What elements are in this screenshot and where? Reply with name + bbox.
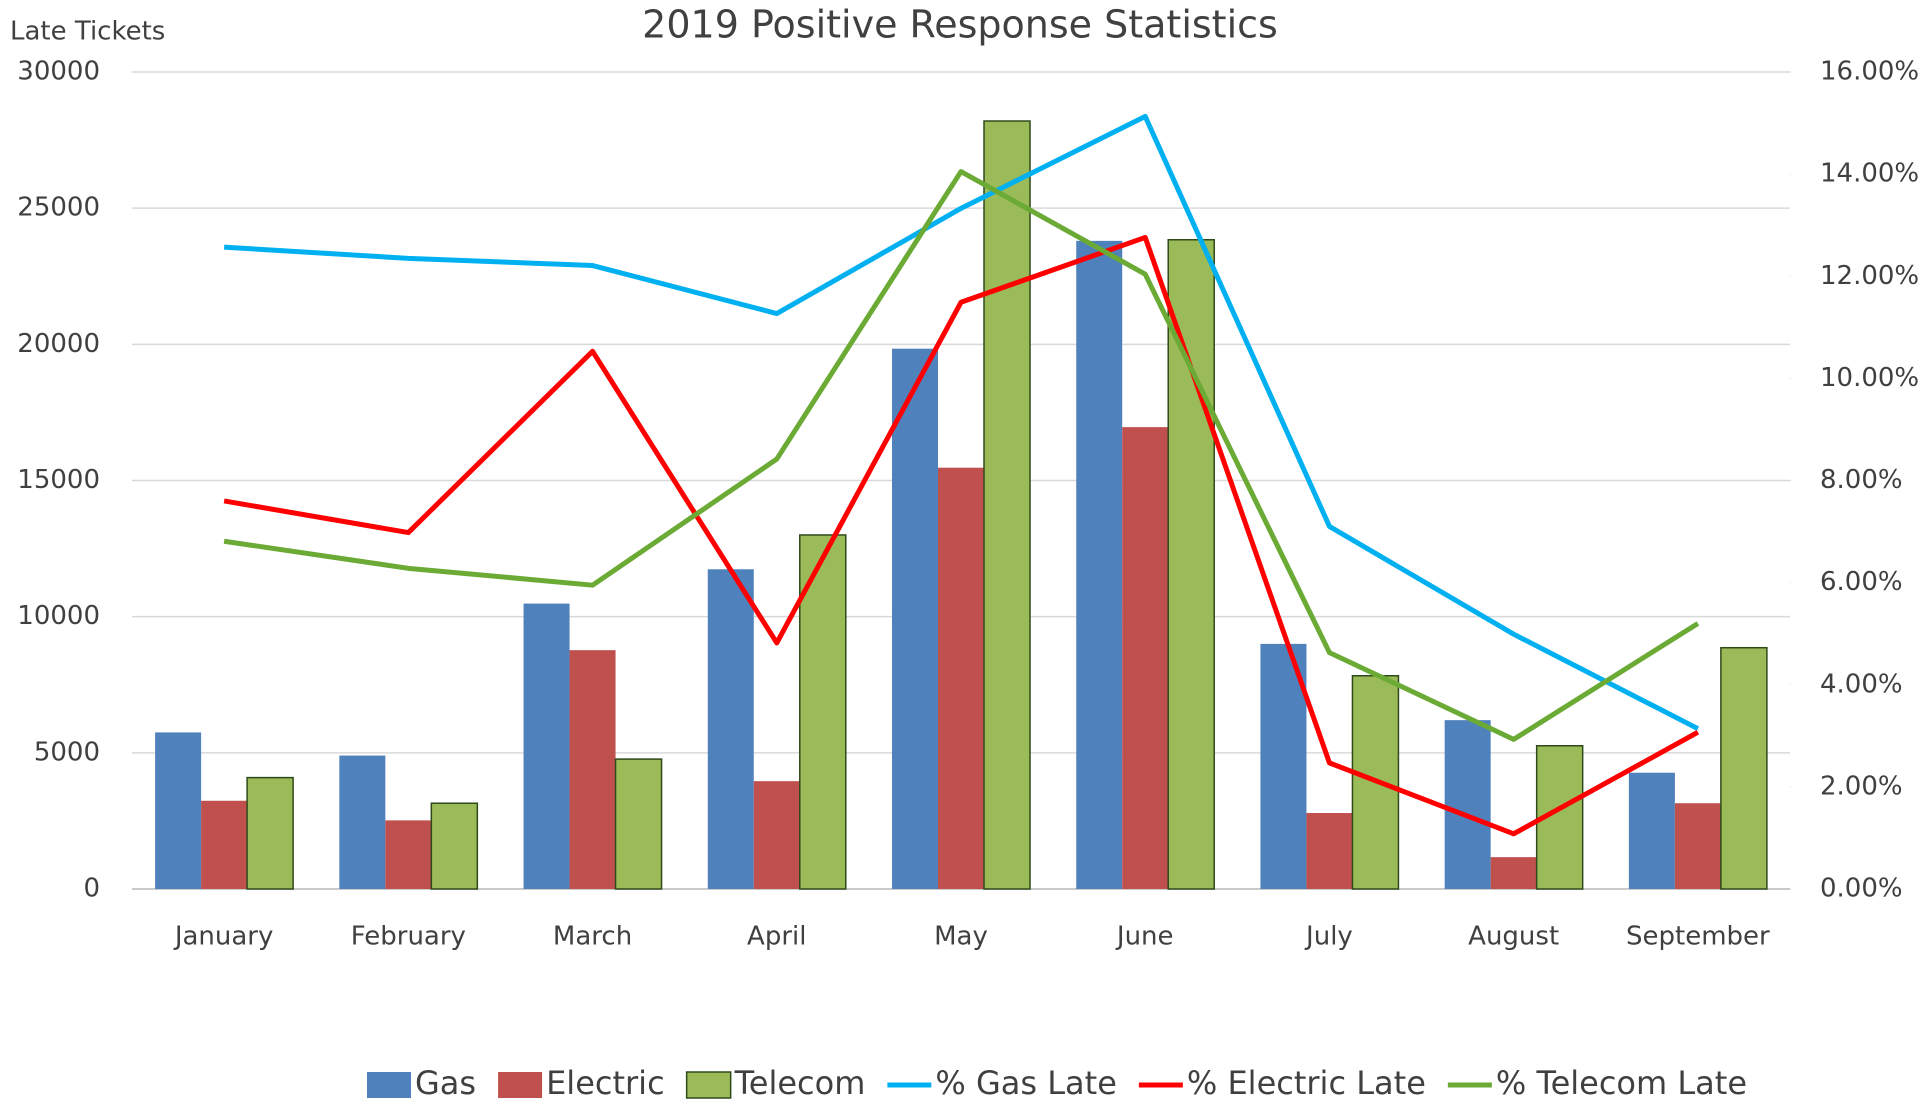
- bar: [201, 800, 248, 889]
- bar: [1674, 803, 1721, 889]
- bar: [1490, 857, 1537, 889]
- legend-label: % Telecom Late: [1496, 1064, 1747, 1102]
- y2-tick-label: 8.00%: [1820, 465, 1903, 495]
- bar: [155, 732, 202, 889]
- bar: [1260, 643, 1307, 889]
- bar: [339, 755, 386, 889]
- legend-swatch: [367, 1072, 411, 1098]
- bar: [1306, 813, 1353, 889]
- legend-swatch: [498, 1072, 543, 1098]
- bar: [1444, 720, 1491, 889]
- bar: [753, 781, 800, 889]
- bar: [1122, 427, 1169, 889]
- bar: [983, 120, 1031, 890]
- bar: [385, 820, 432, 889]
- legend-label: Electric: [546, 1064, 665, 1102]
- bar: [799, 534, 847, 890]
- x-tick-label: May: [934, 922, 988, 952]
- x-tick-label: April: [747, 922, 806, 952]
- x-tick-label: July: [1304, 922, 1353, 952]
- y2-tick-label: 0.00%: [1820, 874, 1903, 904]
- y2-tick-label: 4.00%: [1820, 669, 1903, 699]
- y2-tick-label: 6.00%: [1820, 567, 1903, 597]
- y-tick-label: 25000: [17, 193, 100, 223]
- y-tick-label: 0: [83, 874, 100, 904]
- y-tick-label: 20000: [17, 329, 100, 359]
- y-tick-label: 30000: [17, 57, 100, 87]
- bar: [1720, 646, 1768, 890]
- y-tick-label: 15000: [17, 465, 100, 495]
- y2-tick-label: 14.00%: [1820, 159, 1919, 189]
- bar: [1076, 240, 1123, 889]
- x-tick-label: February: [351, 922, 466, 952]
- bar: [1167, 239, 1215, 890]
- x-tick-label: September: [1626, 922, 1770, 952]
- y2-tick-label: 12.00%: [1820, 261, 1919, 291]
- legend-label: % Gas Late: [935, 1064, 1117, 1102]
- legend-label: % Electric Late: [1187, 1064, 1426, 1102]
- bar: [1628, 772, 1675, 889]
- x-tick-label: March: [553, 922, 632, 952]
- legend-label: Telecom: [734, 1064, 866, 1102]
- bar: [430, 802, 479, 890]
- bar: [892, 348, 938, 889]
- bar: [707, 569, 754, 889]
- x-tick-label: January: [173, 922, 274, 952]
- y-axis-label: Late Tickets: [10, 17, 165, 47]
- line: [223, 113, 1700, 731]
- bar: [938, 467, 984, 889]
- line: [223, 169, 1700, 742]
- bar: [523, 603, 570, 889]
- bar: [569, 650, 616, 889]
- y-tick-label: 5000: [34, 737, 100, 767]
- y-tick-label: 10000: [17, 601, 100, 631]
- x-tick-label: June: [1115, 922, 1174, 952]
- line: [223, 234, 1700, 837]
- bar: [614, 758, 663, 890]
- y2-tick-label: 16.00%: [1820, 57, 1919, 87]
- legend-swatch: [685, 1071, 732, 1099]
- x-tick-label: August: [1468, 922, 1559, 952]
- y2-tick-label: 2.00%: [1820, 771, 1903, 801]
- legend-label: Gas: [415, 1064, 476, 1102]
- y2-tick-label: 10.00%: [1820, 363, 1919, 393]
- bar: [246, 776, 294, 890]
- chart-title: 2019 Positive Response Statistics: [642, 3, 1278, 47]
